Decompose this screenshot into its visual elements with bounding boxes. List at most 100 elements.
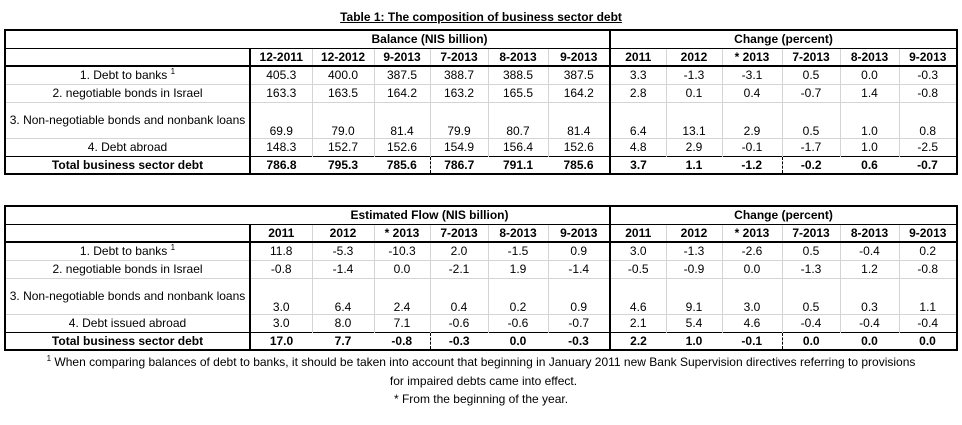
table-title: Table 1: The composition of business sec… — [340, 10, 622, 24]
value-cell: 2.9 — [665, 137, 723, 156]
value-cell: -0.7 — [781, 83, 841, 102]
column-header: 2012 — [665, 224, 723, 243]
column-header: * 2013 — [721, 48, 783, 67]
value-cell: 9.1 — [665, 277, 723, 314]
value-cell: 81.4 — [373, 101, 431, 138]
value-cell: -1.7 — [781, 137, 841, 156]
flow-table: Estimated Flow (NIS billion) Change (perc… — [4, 205, 959, 408]
row-label-text: 1. Debt to banks — [79, 244, 168, 259]
column-header: 7-2013 — [429, 48, 488, 67]
value-cell: 0.2 — [487, 277, 548, 314]
table-row: 2. negotiable bonds in Israel 163.3 163.5 1… — [4, 83, 959, 102]
header-blank — [4, 205, 250, 225]
column-header: 9-2013 — [898, 48, 959, 67]
total-value-cell: 786.8 — [249, 155, 312, 175]
value-cell: -0.8 — [249, 259, 312, 278]
value-cell: 388.5 — [487, 65, 548, 84]
value-cell: 81.4 — [547, 101, 611, 138]
row-label: 2. negotiable bonds in Israel — [4, 259, 251, 278]
value-cell: 388.7 — [429, 65, 488, 84]
value-cell: -1.4 — [547, 259, 611, 278]
value-cell: 163.3 — [249, 83, 312, 102]
value-cell: 5.4 — [665, 313, 723, 332]
value-cell: -0.5 — [609, 259, 667, 278]
row-label-text: 2. negotiable bonds in Israel — [52, 86, 203, 100]
value-cell: -10.3 — [373, 241, 431, 260]
column-header: 7-2013 — [781, 224, 841, 243]
value-cell: -1.3 — [665, 241, 723, 260]
value-cell: 7.1 — [373, 313, 431, 332]
header-label-cell — [4, 224, 251, 243]
value-cell: 3.0 — [721, 277, 783, 314]
value-cell: -2.5 — [898, 137, 959, 156]
value-cell: -0.6 — [487, 313, 548, 332]
total-value-cell: -0.2 — [782, 155, 841, 175]
value-cell: -0.4 — [839, 313, 900, 332]
value-cell: 11.8 — [249, 241, 312, 260]
total-row: Total business sector debt 17.0 7.7 -0.8 -0.… — [4, 331, 959, 351]
value-cell: 1.9 — [487, 259, 548, 278]
footnote-1-marker: 1 — [46, 353, 52, 363]
value-cell: 2.1 — [609, 313, 667, 332]
column-header: 8-2013 — [487, 224, 548, 243]
total-value-cell: 795.3 — [312, 155, 374, 175]
value-cell: 387.5 — [373, 65, 431, 84]
column-header: 2012 — [665, 48, 723, 67]
value-cell: -2.1 — [429, 259, 488, 278]
value-cell: 0.5 — [781, 241, 841, 260]
column-header: 8-2013 — [839, 224, 900, 243]
value-cell: 152.6 — [373, 137, 431, 156]
value-cell: 0.5 — [781, 65, 841, 84]
total-value-cell: 0.6 — [840, 155, 900, 175]
value-cell: 4.6 — [721, 313, 783, 332]
header-label-cell — [4, 48, 251, 67]
total-value-cell: 0.0 — [488, 331, 548, 351]
value-cell: 0.0 — [373, 259, 431, 278]
value-cell: 1.0 — [839, 137, 900, 156]
table-row: 4. Debt issued abroad 3.0 8.0 7.1 -0.6 -0.6 -0… — [4, 313, 959, 332]
balance-table: Balance (NIS billion) Change (percent) 12-… — [4, 29, 959, 175]
column-header: 9-2013 — [547, 48, 611, 67]
column-header: 9-2013 — [373, 48, 431, 67]
value-cell: 6.4 — [609, 101, 667, 138]
row-label-text: 3. Non-negotiable bonds and nonbank loan… — [9, 113, 246, 127]
value-cell: -0.1 — [721, 137, 783, 156]
column-header: 8-2013 — [487, 48, 548, 67]
value-cell: -1.4 — [311, 259, 374, 278]
column-header: 8-2013 — [839, 48, 900, 67]
total-value-cell: -0.1 — [722, 331, 783, 351]
column-header: 2012 — [311, 224, 374, 243]
value-cell: 2.9 — [721, 101, 783, 138]
value-cell: -0.7 — [547, 313, 611, 332]
footnote-2: * From the beginning of the year. — [393, 392, 569, 406]
footnote-marker: 1 — [170, 243, 176, 253]
footnote-1-continued: for impaired debts came into effect. — [389, 374, 578, 388]
value-cell: 3.0 — [609, 241, 667, 260]
value-cell: -0.3 — [898, 65, 959, 84]
value-cell: 2.4 — [373, 277, 431, 314]
value-cell: 2.0 — [429, 241, 488, 260]
value-cell: 1.1 — [898, 277, 959, 314]
total-value-cell: 0.0 — [782, 331, 841, 351]
value-cell: -1.3 — [781, 259, 841, 278]
total-value-cell: -0.3 — [548, 331, 611, 351]
group-header-left: Estimated Flow (NIS billion) — [250, 205, 611, 225]
value-cell: -1.5 — [487, 241, 548, 260]
total-value-cell: 785.6 — [548, 155, 611, 175]
footnote-1: 1 When comparing balances of debt to ban… — [5, 350, 957, 372]
value-cell: 156.4 — [487, 137, 548, 156]
total-label: Total business sector debt — [4, 155, 250, 175]
total-value-cell: 3.7 — [609, 155, 667, 175]
value-cell: 0.8 — [898, 101, 959, 138]
value-cell: 0.4 — [721, 83, 783, 102]
row-label: 1. Debt to banks 1 — [4, 65, 251, 84]
column-header: 2011 — [609, 224, 667, 243]
value-cell: 165.5 — [487, 83, 548, 102]
value-cell: 4.8 — [609, 137, 667, 156]
value-cell: 163.5 — [311, 83, 374, 102]
total-value-cell: 7.7 — [312, 331, 374, 351]
value-cell: 1.2 — [839, 259, 900, 278]
table-row: 1. Debt to banks 1 11.8 -5.3 -10.3 2.0 -1.5 0.… — [4, 241, 959, 260]
total-value-cell: 2.2 — [609, 331, 667, 351]
